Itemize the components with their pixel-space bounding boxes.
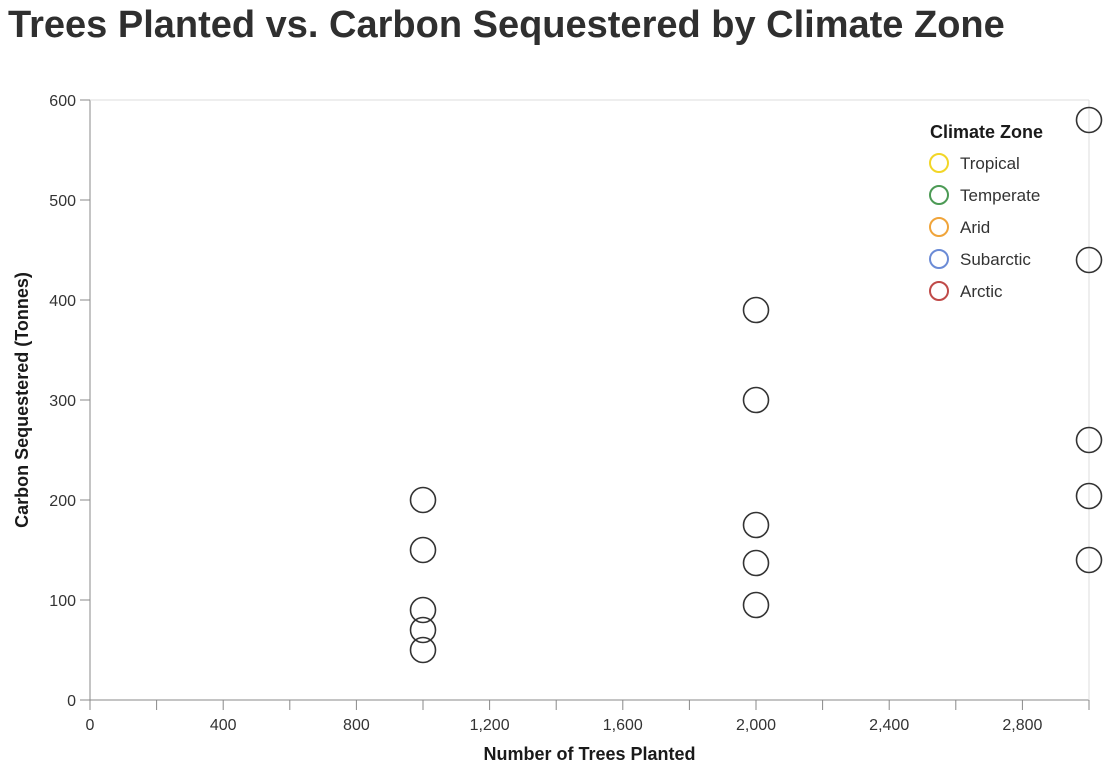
x-tick-label: 1,600 bbox=[603, 717, 643, 734]
data-point bbox=[409, 596, 437, 624]
data-point bbox=[742, 386, 770, 414]
data-point bbox=[1075, 246, 1103, 274]
data-point bbox=[1075, 426, 1103, 454]
legend-label: Subarctic bbox=[960, 250, 1031, 269]
legend: Climate Zone Tropical Temperate Arid Subarc… bbox=[929, 122, 1043, 301]
data-point bbox=[1075, 482, 1103, 510]
y-tick-label: 400 bbox=[49, 293, 76, 310]
x-tick-label: 2,000 bbox=[736, 717, 776, 734]
data-point bbox=[409, 536, 437, 564]
legend-symbol bbox=[929, 217, 949, 237]
data-point bbox=[1075, 546, 1103, 574]
data-point bbox=[742, 591, 770, 619]
x-tick-label: 0 bbox=[86, 717, 95, 734]
x-axis-title: Number of Trees Planted bbox=[483, 744, 695, 764]
x-tick-label: 2,800 bbox=[1002, 717, 1042, 734]
y-tick-label: 500 bbox=[49, 193, 76, 210]
legend-label: Tropical bbox=[960, 154, 1020, 173]
legend-symbol bbox=[929, 153, 949, 173]
x-tick-label: 2,400 bbox=[869, 717, 909, 734]
data-point bbox=[409, 636, 437, 664]
y-tick-label: 600 bbox=[49, 93, 76, 110]
y-axis-title: Carbon Sequestered (Tonnes) bbox=[12, 272, 32, 528]
data-point bbox=[409, 486, 437, 514]
data-points bbox=[409, 106, 1103, 664]
data-point bbox=[1075, 106, 1103, 134]
legend-title: Climate Zone bbox=[930, 122, 1043, 142]
x-tick-label: 800 bbox=[343, 717, 370, 734]
x-tick-label: 400 bbox=[210, 717, 237, 734]
y-tick-label: 100 bbox=[49, 593, 76, 610]
legend-label: Arctic bbox=[960, 282, 1003, 301]
legend-symbol bbox=[929, 249, 949, 269]
x-ticks: 0 400 800 1,200 1,600 2,000 2,400 2,800 bbox=[86, 700, 1090, 734]
chart-title: Trees Planted vs. Carbon Sequestered by … bbox=[8, 4, 1005, 46]
data-point bbox=[409, 616, 437, 644]
legend-symbol bbox=[929, 185, 949, 205]
data-point bbox=[742, 296, 770, 324]
legend-entries: Tropical Temperate Arid Subarctic Arctic bbox=[929, 153, 1040, 301]
legend-symbol bbox=[929, 281, 949, 301]
x-tick-label: 1,200 bbox=[470, 717, 510, 734]
legend-label: Temperate bbox=[960, 186, 1040, 205]
axes: 0 400 800 1,200 1,600 2,000 2,400 2,800 0 100 200… bbox=[49, 93, 1090, 734]
y-tick-label: 200 bbox=[49, 493, 76, 510]
y-tick-label: 0 bbox=[67, 693, 76, 710]
y-tick-label: 300 bbox=[49, 393, 76, 410]
y-ticks: 0 100 200 300 400 500 600 bbox=[49, 93, 90, 710]
legend-label: Arid bbox=[960, 218, 990, 237]
data-point bbox=[742, 549, 770, 577]
data-point bbox=[742, 511, 770, 539]
